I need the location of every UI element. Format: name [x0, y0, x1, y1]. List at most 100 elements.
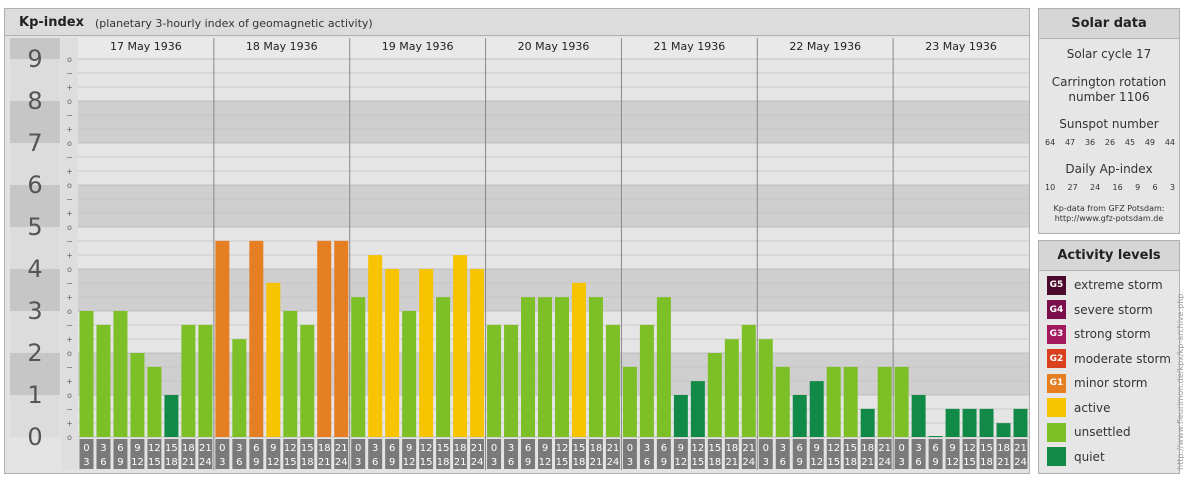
hour-label-start: 12	[691, 443, 704, 454]
kp-bar	[724, 339, 739, 437]
kp-bar	[775, 366, 790, 437]
kp-bar	[656, 297, 671, 437]
kp-bar	[538, 297, 552, 437]
hour-label-box	[741, 439, 756, 469]
sunspot-value-2: 36	[1084, 138, 1096, 147]
legend-item-moderate-storm: G2 moderate storm	[1047, 349, 1171, 369]
hour-label-start: 6	[661, 443, 667, 454]
hour-label-box	[605, 439, 620, 469]
hour-label-box	[79, 439, 94, 469]
hour-label-box	[181, 439, 196, 469]
hour-label-end: 18	[301, 457, 314, 468]
hour-label-box	[249, 439, 264, 469]
kp-bar	[622, 366, 637, 437]
kp-bar	[843, 366, 858, 437]
kp-bar	[521, 297, 536, 437]
hour-label-end: 6	[236, 457, 242, 468]
hour-label-box	[724, 439, 739, 469]
hour-label-box	[300, 439, 315, 469]
hour-label-end: 18	[708, 457, 721, 468]
legend-label: unsettled	[1074, 425, 1131, 439]
hour-label-end: 24	[607, 457, 620, 468]
y-minor-label: +	[66, 125, 73, 134]
hour-label-box	[538, 439, 552, 469]
y-minor-label: −	[66, 111, 73, 120]
kp-band-6	[78, 143, 1029, 185]
hour-label-box	[436, 439, 451, 469]
ap-title: Daily Ap-index	[1065, 162, 1153, 176]
kp-band-5	[78, 185, 1029, 227]
chart-header: Kp-index (planetary 3-hourly index of ge…	[4, 8, 1030, 36]
hour-label-box	[775, 439, 790, 469]
hour-label-start: 6	[117, 443, 123, 454]
hour-label-box	[690, 439, 705, 469]
hour-label-end: 12	[267, 457, 280, 468]
ap-value-2: 24	[1090, 183, 1101, 192]
legend-swatch: G1	[1047, 373, 1066, 393]
hour-label-start: 15	[573, 443, 586, 454]
sunspot-title: Sunspot number	[1059, 117, 1159, 131]
hour-label-box	[232, 439, 247, 469]
hour-label-start: 6	[797, 443, 803, 454]
legend-label: moderate storm	[1074, 351, 1171, 366]
legend-swatch	[1047, 422, 1066, 442]
y-tick-label: 8	[27, 87, 42, 115]
source-line2: http://www.gfz-potsdam.de	[1054, 214, 1164, 223]
y-tick-label: 9	[27, 45, 42, 73]
activity-levels-panel: Activity levels G5 extreme storm G4 severe …	[1038, 240, 1180, 474]
hour-label-end: 24	[1014, 457, 1027, 468]
hour-label-start: 0	[627, 443, 633, 454]
hour-label-end: 9	[525, 457, 531, 468]
kp-bar	[283, 311, 298, 437]
kp-bar	[402, 311, 417, 437]
y-tick-label: 3	[27, 297, 42, 325]
hour-label-box	[334, 439, 349, 469]
y-tick-label: 0	[27, 423, 42, 451]
hour-label-end: 6	[915, 457, 921, 468]
y-minor-label: o	[67, 307, 72, 316]
hour-label-start: 15	[980, 443, 993, 454]
y-tick-label: 5	[27, 213, 42, 241]
y-minor-label: o	[67, 349, 72, 358]
y-minor-label: o	[67, 55, 72, 64]
y-minor-label: +	[66, 419, 73, 428]
y-minor-label: −	[66, 153, 73, 162]
hour-label-start: 12	[148, 443, 161, 454]
legend-swatch: G2	[1047, 349, 1066, 368]
kp-bar	[215, 240, 230, 437]
y-minor-label: +	[66, 293, 73, 302]
kp-label-band-8	[10, 59, 60, 101]
hour-label-start: 12	[827, 443, 840, 454]
hour-label-start: 0	[491, 443, 497, 454]
kp-label-band-1	[10, 353, 60, 395]
source-line1: Kp-data from GFZ Potsdam:	[1053, 204, 1165, 213]
hour-label-box	[911, 439, 926, 469]
hour-label-end: 9	[253, 457, 259, 468]
kp-bar	[232, 339, 247, 437]
kp-bar	[877, 366, 892, 437]
day-label: 21 May 1936	[653, 40, 725, 53]
y-minor-label: −	[66, 195, 73, 204]
hour-label-end: 15	[691, 457, 704, 468]
hour-label-start: 9	[406, 443, 412, 454]
hour-label-box	[266, 439, 281, 469]
hour-label-end: 9	[389, 457, 395, 468]
hour-label-end: 3	[491, 457, 497, 468]
kp-bar	[792, 395, 807, 437]
hour-label-box	[283, 439, 298, 469]
solar-cycle-text: Solar cycle 17	[1066, 47, 1152, 61]
hour-label-box	[962, 439, 977, 469]
legend-item-strong-storm: G3 strong storm	[1047, 324, 1151, 344]
hour-label-end: 3	[898, 457, 904, 468]
sunspot-values: 64 47 36 26 45 49 44	[1045, 138, 1175, 147]
y-minor-label: −	[66, 69, 73, 78]
kp-label-band-5	[10, 185, 60, 227]
hour-label-end: 6	[372, 457, 378, 468]
hour-label-box	[470, 439, 485, 469]
hour-label-end: 9	[932, 457, 938, 468]
kp-bar	[979, 408, 994, 437]
hour-label-box	[113, 439, 128, 469]
legend-swatch: G4	[1047, 300, 1066, 319]
hour-label-start: 12	[963, 443, 976, 454]
